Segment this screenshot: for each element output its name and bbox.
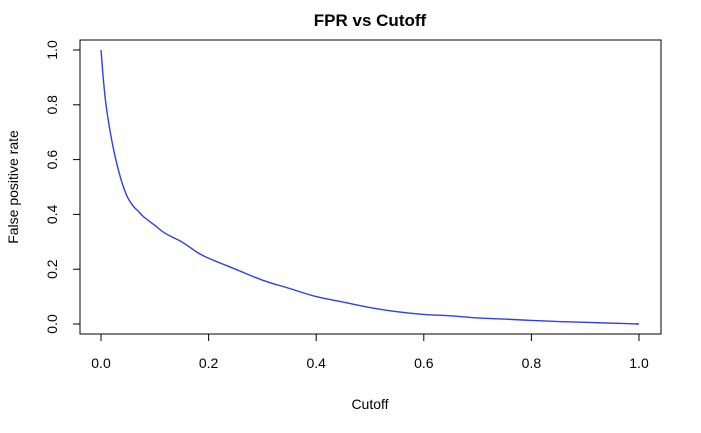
y-tick-label: 0.0 <box>44 314 60 334</box>
y-tick-label: 0.4 <box>44 204 60 224</box>
chart-title: FPR vs Cutoff <box>314 11 427 30</box>
y-axis: 0.0 0.2 0.4 0.6 0.8 1.0 <box>44 40 81 334</box>
y-axis-label: False positive rate <box>5 130 21 244</box>
x-axis-label: Cutoff <box>351 396 388 412</box>
y-tick-label: 0.8 <box>44 95 60 115</box>
y-tick-label: 0.2 <box>44 259 60 279</box>
x-tick-label: 0.8 <box>522 355 542 371</box>
plot-frame <box>79 39 662 335</box>
x-axis: 0.0 0.2 0.4 0.6 0.8 1.0 <box>91 333 649 371</box>
y-tick-label: 1.0 <box>44 40 60 60</box>
x-tick-label: 1.0 <box>629 355 649 371</box>
series-layer <box>100 49 640 325</box>
fpr-curve-line <box>100 49 640 325</box>
y-tick-label: 0.6 <box>44 150 60 170</box>
x-tick-label: 0.0 <box>91 355 111 371</box>
x-tick-label: 0.4 <box>306 355 326 371</box>
x-tick-label: 0.2 <box>199 355 219 371</box>
x-tick-label: 0.6 <box>414 355 434 371</box>
